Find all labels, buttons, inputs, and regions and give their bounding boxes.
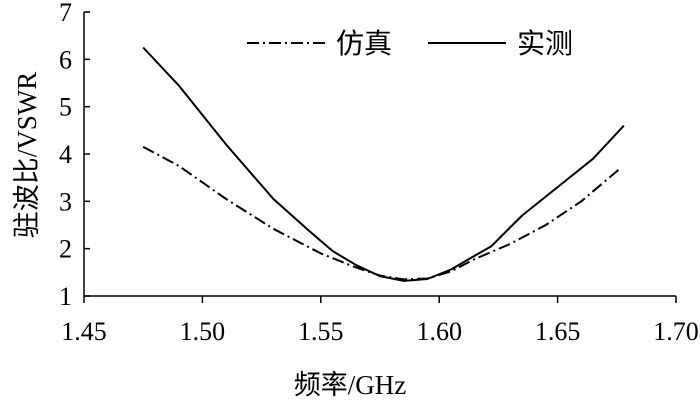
x-tick-label: 1.55	[298, 317, 344, 346]
y-tick-label: 7	[59, 0, 72, 27]
y-tick-label: 1	[59, 282, 72, 311]
series-simulation-line	[142, 146, 623, 281]
x-ticks: 1.45 1.50 1.55 1.60 1.65 1.70	[61, 296, 699, 346]
y-tick-label: 4	[59, 140, 72, 169]
x-tick-label: 1.60	[416, 317, 462, 346]
series-layer	[142, 46, 625, 282]
legend-label-simulation: 仿真	[336, 28, 392, 60]
y-ticks: 1 2 3 4 5 6 7	[59, 0, 90, 311]
y-tick-label: 2	[59, 235, 72, 264]
x-tick-label: 1.70	[653, 317, 699, 346]
legend: 仿真 实测	[247, 28, 573, 60]
y-tick-label: 6	[59, 45, 72, 74]
y-tick-label: 3	[59, 187, 72, 216]
x-tick-label: 1.50	[180, 317, 226, 346]
y-tick-label: 5	[59, 93, 72, 122]
x-tick-label: 1.45	[61, 317, 107, 346]
y-axis-label: 驻波比/VSWR	[12, 72, 42, 239]
series-measured-line	[142, 46, 625, 282]
x-tick-label: 1.65	[535, 317, 581, 346]
x-axis-label: 频率/GHz	[294, 370, 406, 400]
legend-label-measured: 实测	[517, 28, 573, 60]
